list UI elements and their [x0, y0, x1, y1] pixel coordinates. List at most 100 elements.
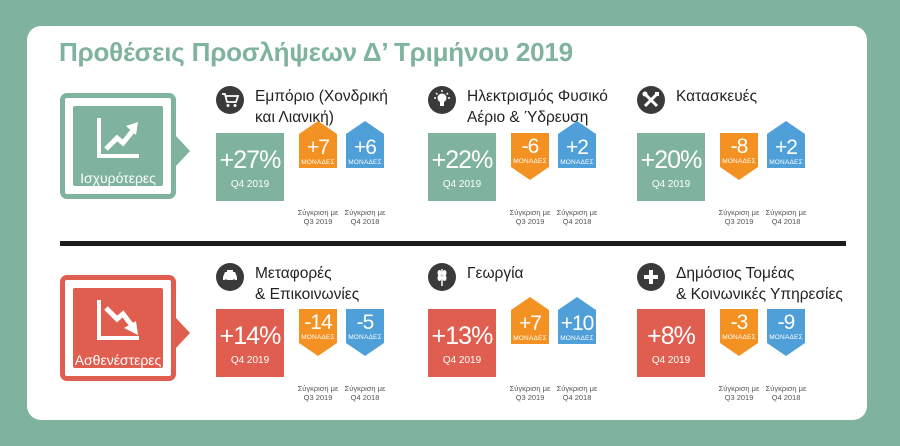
- change-vs-q4-box: +2 ΜΟΝΑΔΕΣ: [558, 134, 596, 168]
- change-vs-q4-triangle: [346, 121, 384, 134]
- change-vs-q3-triangle: [299, 343, 337, 356]
- change-vs-q4-box: -5 ΜΟΝΑΔΕΣ: [346, 309, 384, 343]
- shopping-cart-icon: [216, 86, 244, 114]
- change-vs-q3-unit: ΜΟΝΑΔΕΣ: [513, 335, 547, 342]
- change-vs-q4-box: +2 ΜΟΝΑΔΕΣ: [767, 134, 805, 168]
- change-vs-q3-value: +7: [519, 312, 542, 335]
- change-vs-q3-unit: ΜΟΝΑΔΕΣ: [301, 334, 335, 341]
- change-vs-q4-value: +2: [775, 136, 798, 159]
- change-vs-q4-caption: Σύγκριση με Q4 2018: [344, 384, 386, 402]
- change-vs-q4-caption: Σύγκριση με Q4 2018: [765, 384, 807, 402]
- headline-value-box: +27% Q4 2019: [216, 133, 284, 201]
- change-vs-q4-unit: ΜΟΝΑΔΕΣ: [560, 335, 594, 342]
- plus-icon: [637, 263, 665, 291]
- sector-name: Εμπόριο (Χονδρική και Λιανική): [255, 88, 388, 126]
- change-vs-q3-box: -14 ΜΟΝΑΔΕΣ: [299, 309, 337, 343]
- change-vs-q4: +2 ΜΟΝΑΔΕΣ: [558, 121, 596, 179]
- headline-quarter: Q4 2019: [230, 179, 270, 190]
- change-vs-q4-unit: ΜΟΝΑΔΕΣ: [348, 159, 382, 166]
- headline-value-box: +20% Q4 2019: [637, 133, 705, 201]
- change-vs-q4-box: +6 ΜΟΝΑΔΕΣ: [346, 134, 384, 168]
- trend-up-icon: [97, 118, 139, 158]
- change-vs-q3-triangle: [720, 343, 758, 356]
- change-vs-q4-triangle: [767, 121, 805, 134]
- change-vs-q3-caption: Σύγκριση με Q3 2019: [297, 208, 339, 226]
- change-vs-q3: -3 ΜΟΝΑΔΕΣ: [720, 297, 758, 356]
- change-vs-q3-unit: ΜΟΝΑΔΕΣ: [722, 334, 756, 341]
- change-vs-q3-box: -8 ΜΟΝΑΔΕΣ: [720, 133, 758, 167]
- sector-name: Δημόσιος Τομέας & Κοινωνικές Υπηρεσίες: [676, 265, 843, 303]
- change-vs-q4-unit: ΜΟΝΑΔΕΣ: [348, 334, 382, 341]
- sector-weaker-2: Γεωργία: [428, 263, 638, 309]
- change-vs-q3-value: -8: [730, 135, 749, 158]
- change-vs-q3-box: +7 ΜΟΝΑΔΕΣ: [299, 134, 337, 168]
- car-icon: [216, 263, 244, 291]
- sector-name: Γεωργία: [467, 265, 524, 282]
- headline-percent: +27%: [219, 146, 282, 174]
- headline-value-box: +13% Q4 2019: [428, 309, 496, 377]
- change-vs-q3-box: -6 ΜΟΝΑΔΕΣ: [511, 133, 549, 167]
- headline-value-box: +14% Q4 2019: [216, 309, 284, 377]
- change-vs-q4-unit: ΜΟΝΑΔΕΣ: [560, 159, 594, 166]
- page-title: Προθέσεις Προσλήψεων Δ’ Τριμήνου 2019: [59, 37, 573, 67]
- headline-percent: +22%: [431, 146, 494, 174]
- change-vs-q3-triangle: [299, 121, 337, 134]
- change-vs-q4-box: +10 ΜΟΝΑΔΕΣ: [558, 310, 596, 344]
- sector-name: Μεταφορές & Επικοινωνίες: [255, 265, 360, 303]
- sector-stronger-1: Εμπόριο (Χονδρική και Λιανική): [216, 86, 426, 132]
- change-vs-q4-value: +10: [560, 312, 595, 335]
- trend-down-icon: [97, 300, 139, 340]
- change-vs-q4-caption: Σύγκριση με Q4 2018: [556, 384, 598, 402]
- sector-weaker-3: Δημόσιος Τομέας & Κοινωνικές Υπηρεσίες: [637, 263, 847, 309]
- change-vs-q3: -14 ΜΟΝΑΔΕΣ: [299, 297, 337, 356]
- change-vs-q3-caption: Σύγκριση με Q3 2019: [718, 384, 760, 402]
- change-vs-q3: +7 ΜΟΝΑΔΕΣ: [511, 297, 549, 355]
- sector-weaker-1: Μεταφορές & Επικοινωνίες: [216, 263, 426, 309]
- sector-name: Κατασκευές: [676, 88, 758, 105]
- change-vs-q3-box: -3 ΜΟΝΑΔΕΣ: [720, 309, 758, 343]
- wheat-icon: [428, 263, 456, 291]
- stronger-row-badge: Ισχυρότερες: [60, 93, 190, 199]
- change-vs-q3-unit: ΜΟΝΑΔΕΣ: [301, 159, 335, 166]
- change-vs-q3-value: +7: [307, 136, 330, 159]
- headline-value-box: +8% Q4 2019: [637, 309, 705, 377]
- lightbulb-icon: [428, 86, 456, 114]
- change-vs-q4-caption: Σύγκριση με Q4 2018: [556, 208, 598, 226]
- sector-stronger-2: Ηλεκτρισμός Φυσικό Αέριο & Ύδρευση: [428, 86, 638, 132]
- change-vs-q4-value: -9: [777, 311, 796, 334]
- change-vs-q3-caption: Σύγκριση με Q3 2019: [509, 208, 551, 226]
- change-vs-q3-triangle: [511, 297, 549, 310]
- stronger-label: Ισχυρότερες: [80, 170, 156, 186]
- change-vs-q4: -5 ΜΟΝΑΔΕΣ: [346, 297, 384, 356]
- weaker-label: Ασθενέστερες: [74, 352, 162, 368]
- headline-percent: +8%: [647, 322, 696, 350]
- change-vs-q4-caption: Σύγκριση με Q4 2018: [344, 208, 386, 226]
- change-vs-q4: +6 ΜΟΝΑΔΕΣ: [346, 121, 384, 179]
- tools-icon: [637, 86, 665, 114]
- change-vs-q3-triangle: [720, 167, 758, 180]
- headline-quarter: Q4 2019: [651, 179, 691, 190]
- headline-percent: +20%: [640, 146, 703, 174]
- change-vs-q3-triangle: [511, 167, 549, 180]
- change-vs-q4: -9 ΜΟΝΑΔΕΣ: [767, 297, 805, 356]
- change-vs-q4-box: -9 ΜΟΝΑΔΕΣ: [767, 309, 805, 343]
- change-vs-q4-unit: ΜΟΝΑΔΕΣ: [769, 159, 803, 166]
- change-vs-q4: +2 ΜΟΝΑΔΕΣ: [767, 121, 805, 179]
- headline-quarter: Q4 2019: [230, 355, 270, 366]
- weaker-row-badge: Ασθενέστερες: [60, 275, 190, 381]
- change-vs-q3-value: -6: [521, 135, 540, 158]
- headline-quarter: Q4 2019: [442, 355, 482, 366]
- change-vs-q3-caption: Σύγκριση με Q3 2019: [509, 384, 551, 402]
- change-vs-q4-caption: Σύγκριση με Q4 2018: [765, 208, 807, 226]
- sector-name: Ηλεκτρισμός Φυσικό Αέριο & Ύδρευση: [467, 88, 608, 126]
- headline-quarter: Q4 2019: [442, 179, 482, 190]
- change-vs-q3-caption: Σύγκριση με Q3 2019: [297, 384, 339, 402]
- change-vs-q4-value: +6: [354, 136, 377, 159]
- change-vs-q3-unit: ΜΟΝΑΔΕΣ: [722, 158, 756, 165]
- headline-percent: +14%: [219, 322, 282, 350]
- change-vs-q3-value: -14: [304, 311, 332, 334]
- headline-percent: +13%: [431, 322, 494, 350]
- change-vs-q4-triangle: [767, 343, 805, 356]
- headline-value-box: +22% Q4 2019: [428, 133, 496, 201]
- change-vs-q3: -6 ΜΟΝΑΔΕΣ: [511, 121, 549, 180]
